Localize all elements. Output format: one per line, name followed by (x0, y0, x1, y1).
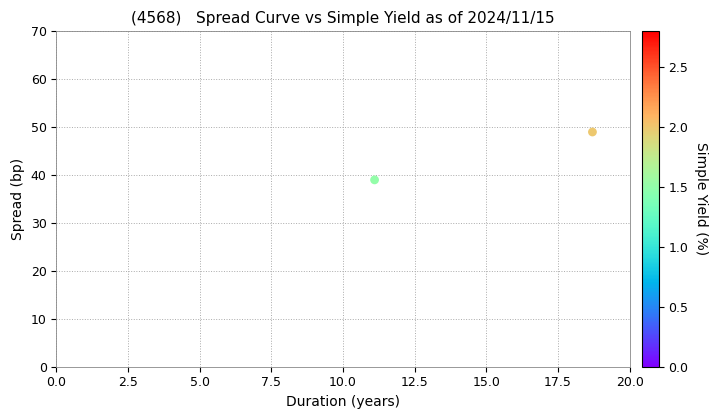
Y-axis label: Spread (bp): Spread (bp) (11, 158, 25, 240)
Title: (4568)   Spread Curve vs Simple Yield as of 2024/11/15: (4568) Spread Curve vs Simple Yield as o… (131, 11, 555, 26)
Point (369, 176, 380, 183)
Y-axis label: Simple Yield (%): Simple Yield (%) (694, 142, 708, 256)
X-axis label: Duration (years): Duration (years) (286, 395, 400, 409)
Point (587, 129, 598, 135)
